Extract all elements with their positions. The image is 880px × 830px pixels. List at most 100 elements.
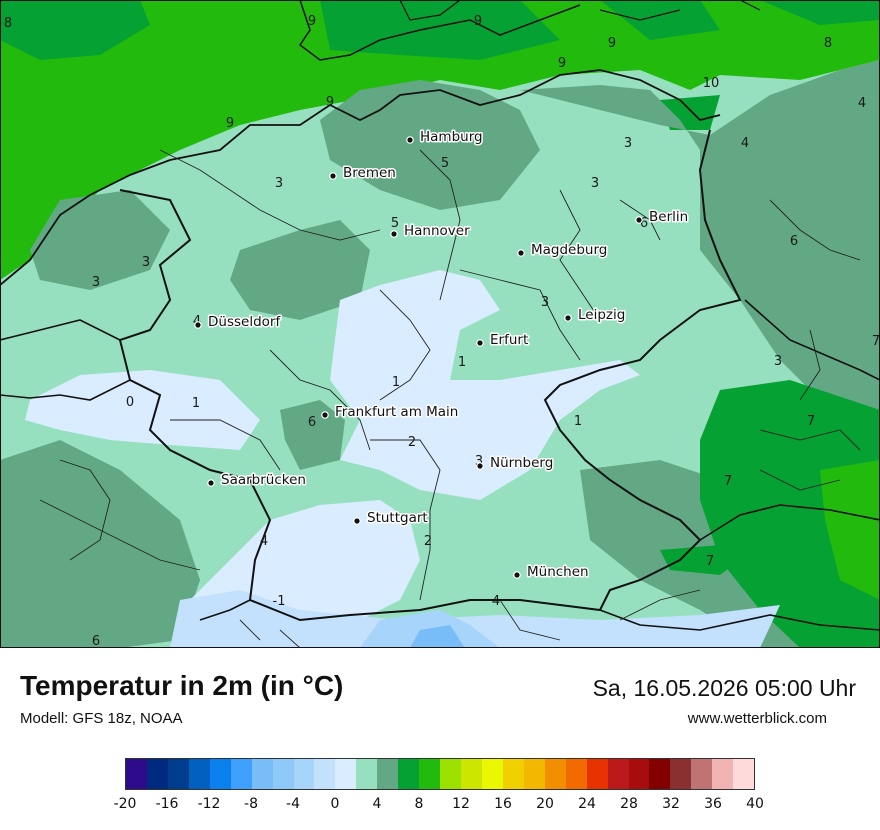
isotherm-label: 3	[475, 454, 483, 469]
legend-swatch	[293, 759, 315, 789]
city-dot	[476, 462, 484, 470]
temp-field-central-cool	[330, 270, 640, 500]
legend-swatch	[126, 759, 147, 789]
legend-swatch	[712, 759, 734, 789]
isotherm-label: 0	[126, 395, 134, 410]
legend-swatch	[188, 759, 210, 789]
legend-tick: 20	[536, 796, 554, 812]
city-label: Erfurt	[490, 332, 528, 348]
legend-tick: -12	[197, 796, 221, 812]
temp-field-west-cool	[25, 370, 260, 450]
city-label: Frankfurt am Main	[335, 404, 458, 420]
isotherm-label: 4	[858, 96, 866, 111]
legend-ticks: -20 -16 -12 -8 -4 0 4 8 12 16 20 24 28 32 36 40	[114, 796, 764, 816]
isotherm-label: 9	[608, 36, 616, 51]
city-dot	[517, 249, 525, 257]
city-label: Nürnberg	[490, 455, 553, 471]
city-dot	[406, 136, 414, 144]
temp-field-se-green	[660, 545, 740, 575]
country-border-east	[699, 299, 880, 541]
temp-field-alps-cool	[170, 590, 780, 648]
legend-swatch	[481, 759, 503, 789]
legend-swatch	[377, 759, 399, 789]
legend-tick: -20	[113, 796, 137, 812]
legend-tick: 16	[494, 796, 512, 812]
legend-tick: -8	[244, 796, 258, 812]
color-legend	[125, 758, 755, 790]
city-dot	[194, 321, 202, 329]
legend-swatch	[356, 759, 378, 789]
isotherm-label: 1	[574, 414, 582, 429]
isotherm-label: 8	[4, 16, 12, 31]
legend-tick: 8	[414, 796, 424, 812]
city-dot	[207, 479, 215, 487]
legend-swatch	[523, 759, 545, 789]
isotherm-label: 4	[492, 594, 500, 609]
legend-swatch	[586, 759, 608, 789]
coastline	[0, 69, 721, 286]
legend-tick: -4	[286, 796, 300, 812]
city-label: Berlin	[649, 209, 688, 225]
forecast-datetime: Sa, 16.05.2026 05:00 Uhr	[592, 675, 856, 701]
legend-tick: 4	[372, 796, 382, 812]
isotherm-label: 4	[741, 136, 749, 151]
city-label: Hannover	[404, 223, 470, 239]
isotherm-labels: 8999998104943353653633431116023717742-14…	[4, 14, 880, 648]
isotherm-label: 7	[872, 334, 880, 349]
isotherm-label: 9	[326, 95, 334, 110]
city-dot	[476, 339, 484, 347]
city-label: Bremen	[343, 165, 396, 181]
temp-field-ne-teal	[520, 60, 880, 420]
isotherm-label: 1	[192, 396, 200, 411]
legend-swatch	[502, 759, 524, 789]
legend-swatch	[649, 759, 671, 789]
legend-swatch	[251, 759, 273, 789]
country-border-west	[0, 319, 131, 401]
isotherm-label: 8	[824, 36, 832, 51]
isotherm-label: 3	[142, 255, 150, 270]
isotherm-label: 3	[92, 275, 100, 290]
isotherm-label: -1	[273, 594, 286, 609]
legend-tick: 40	[746, 796, 764, 812]
legend-tick: 28	[620, 796, 638, 812]
city-label: Düsseldorf	[208, 314, 281, 330]
legend-tick: 24	[578, 796, 596, 812]
legend-swatch	[565, 759, 587, 789]
legend-swatch	[628, 759, 650, 789]
isotherm-label: 1	[392, 375, 400, 390]
city-markers: Hamburg Bremen Hannover Berlin Magdeburg Leip…	[194, 128, 690, 582]
isotherm-label: 6	[790, 234, 798, 249]
temp-field-north-darkgreen	[0, 0, 880, 130]
legend-swatch	[230, 759, 252, 789]
legend-swatch	[209, 759, 231, 789]
legend-tick: 32	[662, 796, 680, 812]
country-border-south	[199, 599, 880, 631]
temp-field-sw-teal	[0, 440, 200, 648]
city-dot	[564, 314, 572, 322]
isotherm-label: 1	[458, 355, 466, 370]
legend-swatch	[419, 759, 441, 789]
legend-swatch	[670, 759, 692, 789]
legend-swatch	[440, 759, 461, 789]
legend-tick: -16	[155, 796, 179, 812]
isotherm-label: 9	[558, 56, 566, 71]
temperature-map: 8999998104943353653633431116023717742-14…	[0, 0, 880, 648]
model-info: Modell: GFS 18z, NOAA	[20, 710, 183, 727]
legend-swatch	[607, 759, 629, 789]
legend-tick: 36	[704, 796, 722, 812]
legend-swatch	[272, 759, 294, 789]
city-label: München	[527, 564, 589, 580]
website-link[interactable]: www.wetterblick.com	[687, 710, 827, 727]
legend-swatch	[167, 759, 189, 789]
city-dot	[390, 230, 398, 238]
legend-swatch	[691, 759, 713, 789]
isotherm-label: 6	[640, 216, 648, 231]
temp-field-east-green	[700, 380, 880, 648]
isotherm-label: 9	[308, 14, 316, 29]
temp-field-alps-deepblue	[410, 625, 465, 648]
isotherm-label: 7	[724, 474, 732, 489]
legend-swatch	[335, 759, 357, 789]
temp-field-frankfurt-teal	[280, 400, 345, 470]
legend-swatch	[314, 759, 336, 789]
city-dot	[513, 571, 521, 579]
